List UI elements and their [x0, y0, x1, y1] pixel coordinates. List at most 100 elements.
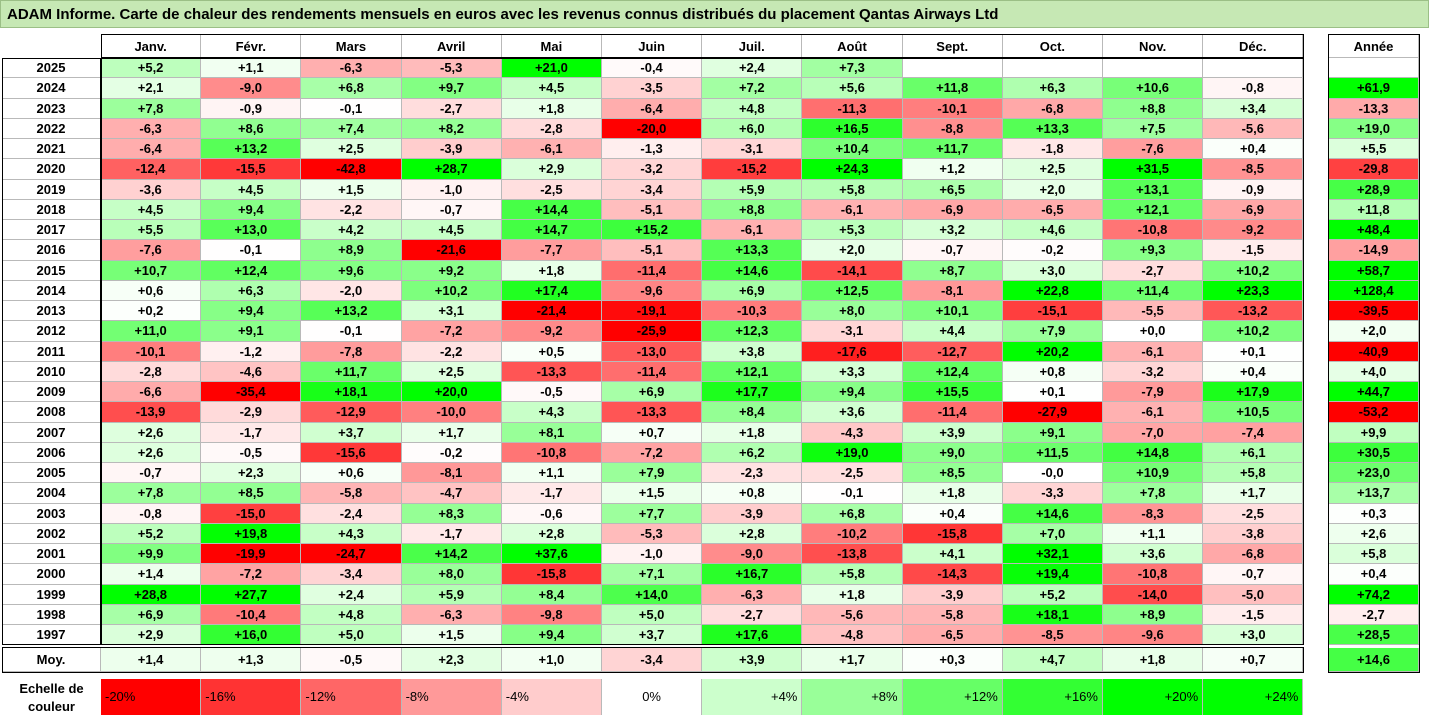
- heatmap-cell: -10,1: [902, 98, 1003, 119]
- heatmap-cell: +7,4: [301, 118, 402, 139]
- legend-label: Echelle de couleur: [19, 681, 84, 714]
- year-label: 2010: [2, 361, 101, 382]
- heatmap-cell: -15,1: [1002, 301, 1103, 322]
- annual-cell: +9,9: [1329, 422, 1419, 443]
- heatmap-cell: -15,8: [501, 564, 602, 585]
- annual-cell: +11,8: [1329, 199, 1419, 220]
- heatmap-cell: -0,8: [1203, 78, 1304, 99]
- month-header: Sept.: [902, 35, 1003, 58]
- heatmap-cell: +6,5: [902, 179, 1003, 200]
- heatmap-cell: +11,7: [902, 139, 1003, 160]
- heatmap-cell: +28,8: [101, 584, 202, 605]
- heatmap-cell: +6,9: [702, 280, 803, 301]
- heatmap-cell: -2,8: [101, 361, 202, 382]
- heatmap-cell: +2,1: [101, 78, 202, 99]
- heatmap-cell: -3,6: [101, 179, 202, 200]
- heatmap-cell: +2,8: [702, 523, 803, 544]
- heatmap-cell: +0,2: [101, 301, 202, 322]
- heatmap-cell: -2,5: [501, 179, 602, 200]
- heatmap-cell: -7,7: [501, 240, 602, 261]
- heatmap-cell: -12,4: [101, 159, 202, 180]
- heatmap-cell: +1,1: [1103, 523, 1204, 544]
- heatmap-cell: -2,2: [401, 341, 502, 362]
- heatmap-cell: +31,5: [1103, 159, 1204, 180]
- heatmap-cell: -12,7: [902, 341, 1003, 362]
- heatmap-cell: -3,1: [802, 321, 903, 342]
- heatmap-cell: -15,6: [301, 442, 402, 463]
- heatmap-cell: -5,6: [1203, 118, 1304, 139]
- heatmap-cell: +5,6: [802, 78, 903, 99]
- year-label: 2025: [2, 58, 101, 79]
- legend-swatch: -12%: [301, 679, 402, 715]
- annual-cell: +19,0: [1329, 118, 1419, 139]
- heatmap-cell: +3,4: [1203, 98, 1304, 119]
- heatmap-cell: +11,8: [902, 78, 1003, 99]
- heatmap-cell: +14,0: [602, 584, 703, 605]
- heatmap-cell: +1,7: [401, 422, 502, 443]
- heatmap-cell: +13,2: [301, 301, 402, 322]
- month-header: Févr.: [201, 35, 302, 58]
- heatmap-cell: -7,2: [201, 564, 302, 585]
- average-cell: +3,9: [702, 648, 803, 673]
- heatmap-cell: +23,3: [1203, 280, 1304, 301]
- heatmap-cell: +3,2: [902, 220, 1003, 241]
- heatmap-cell: +16,7: [702, 564, 803, 585]
- heatmap-cell: +32,1: [1002, 544, 1103, 565]
- heatmap-cell: +7,9: [1002, 321, 1103, 342]
- heatmap-cell: -0,1: [201, 240, 302, 261]
- heatmap-cell: +9,0: [902, 442, 1003, 463]
- heatmap-cell: -11,4: [602, 361, 703, 382]
- heatmap-cell: +14,2: [401, 544, 502, 565]
- heatmap-cell: +2,6: [101, 422, 202, 443]
- heatmap-cell: +1,8: [802, 584, 903, 605]
- heatmap-cell: -10,0: [401, 402, 502, 423]
- year-label: 2008: [2, 402, 101, 423]
- heatmap-cell: -6,4: [101, 139, 202, 160]
- annual-cell: +13,7: [1329, 483, 1419, 504]
- heatmap-cell: -13,0: [602, 341, 703, 362]
- heatmap-cell: +11,4: [1103, 280, 1204, 301]
- heatmap-cell: -6,3: [401, 604, 502, 625]
- heatmap-cell: -5,1: [602, 240, 703, 261]
- heatmap-cell: -0,7: [101, 463, 202, 484]
- heatmap-cell: +4,2: [301, 220, 402, 241]
- heatmap-cell: -0,7: [1203, 564, 1304, 585]
- annual-cell: +44,7: [1329, 382, 1419, 403]
- heatmap-cell: +7,3: [802, 58, 903, 79]
- annual-cell: +48,4: [1329, 220, 1419, 241]
- heatmap-cell: -0,8: [101, 503, 202, 524]
- heatmap-cell: -14,0: [1103, 584, 1204, 605]
- heatmap-cell: +5,9: [702, 179, 803, 200]
- heatmap-cell: -0,9: [201, 98, 302, 119]
- heatmap-cell: +12,3: [702, 321, 803, 342]
- heatmap-cell: -0,1: [301, 321, 402, 342]
- heatmap-cell: -13,8: [802, 544, 903, 565]
- heatmap-cell: -6,3: [702, 584, 803, 605]
- legend-swatch: +24%: [1203, 679, 1304, 715]
- heatmap-cell: +2,4: [702, 58, 803, 79]
- heatmap-cell: +8,3: [401, 503, 502, 524]
- average-cell: +2,3: [401, 648, 502, 673]
- heatmap-cell: +5,9: [401, 584, 502, 605]
- year-label: 2022: [2, 118, 101, 139]
- heatmap-cell: +13,2: [201, 139, 302, 160]
- year-label: 2006: [2, 442, 101, 463]
- heatmap-cell: -2,3: [702, 463, 803, 484]
- heatmap-cell: -9,2: [501, 321, 602, 342]
- heatmap-cell: +8,1: [501, 422, 602, 443]
- heatmap-cell: +3,7: [301, 422, 402, 443]
- heatmap-cell: -2,7: [1103, 260, 1204, 281]
- heatmap-cell: +0,7: [602, 422, 703, 443]
- heatmap-cell: +7,9: [602, 463, 703, 484]
- heatmap-cell: +13,3: [1002, 118, 1103, 139]
- heatmap-cell: -3,9: [702, 503, 803, 524]
- heatmap-cell: -10,8: [1103, 220, 1204, 241]
- month-header: Août: [802, 35, 903, 58]
- annual-cell: [1329, 58, 1419, 79]
- heatmap-cell: -0,7: [902, 240, 1003, 261]
- heatmap-cell: -7,8: [301, 341, 402, 362]
- heatmap-cell: -1,3: [602, 139, 703, 160]
- heatmap-cell: -6,8: [1002, 98, 1103, 119]
- average-cell: +4,7: [1002, 648, 1103, 673]
- heatmap-cell: -6,3: [101, 118, 202, 139]
